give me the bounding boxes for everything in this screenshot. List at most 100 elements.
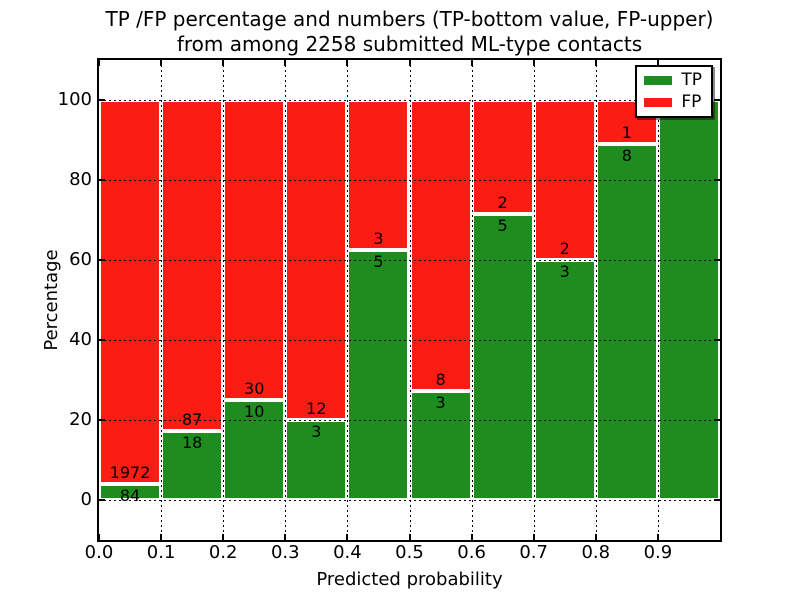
y-tick-label: 40 [69,329,92,350]
vertical-gridline [595,60,597,540]
horizontal-gridline [99,100,720,101]
fp-bar-segment [409,100,472,391]
x-tick-label: 0.4 [333,542,362,563]
y-tick-label: 0 [80,489,92,510]
y-tick-mark-right [714,99,720,101]
tp-bar-segment [595,144,658,500]
fp-bar-segment [161,100,224,432]
vertical-gridline [409,60,411,540]
legend: TP FP [635,65,713,118]
x-tick-label: 0.9 [643,542,673,563]
x-tick-label: 0.3 [270,542,300,563]
tp-count-label: 8 [621,146,632,166]
x-tick-mark-top [284,60,287,66]
fp-count-label: 87 [181,410,203,430]
y-tick-mark-left [99,99,105,101]
legend-item-fp: FP [644,94,702,111]
fp-count-label: 8 [435,369,446,389]
fp-count-label: 1972 [109,462,151,482]
fp-count-label: 2 [559,239,570,258]
x-tick-label: 0.0 [84,542,114,563]
ticks-layer [98,60,720,540]
fp-color-swatch [644,98,673,107]
bar-label-layer: 1972848718301012335832523182 [99,60,720,540]
y-tick-mark-right [714,419,720,421]
y-tick-mark-right [714,259,720,261]
fp-bar-segment [99,100,162,484]
tp-bar-segment [471,214,534,500]
tp-bar-segment [347,250,410,500]
x-tick-mark-bottom [98,534,100,540]
fp-count-label: 12 [306,399,327,418]
x-tick-label: 0.1 [146,542,176,563]
tp-bar-segment [223,400,286,500]
x-tick-mark-top [222,60,225,66]
y-tick-mark-right [714,179,720,181]
tp-count-label: 5 [497,216,508,236]
plot-area: 1972848718301012335832523182 TP FP [97,58,722,542]
horizontal-gridline [99,180,720,181]
tp-bar-segment [533,260,596,500]
x-tick-mark-bottom [408,534,411,540]
horizontal-gridline [99,420,720,421]
x-tick-mark-bottom [284,534,287,540]
y-tick-label: 100 [57,89,92,110]
x-tick-label: 0.7 [519,542,548,563]
vertical-gridline [533,60,535,540]
y-tick-label: 20 [69,409,92,430]
x-tick-mark-bottom [470,534,473,540]
fp-bar-segment [471,100,534,215]
legend-item-tp: TP [644,72,702,89]
tp-count-label: 10 [244,402,265,421]
x-axis-label: Predicted probability [316,569,503,590]
chart-title-line-1: TP /FP percentage and numbers (TP-bottom… [105,7,714,31]
y-tick-mark-left [99,499,105,501]
x-tick-mark-bottom [594,534,597,540]
x-tick-mark-top [594,60,597,66]
x-tick-label: 0.5 [395,542,424,563]
vertical-gridline [223,60,225,540]
x-tick-mark-top [470,60,473,66]
y-tick-mark-right [714,499,720,501]
vertical-gridline [657,60,659,540]
tp-bar-segment [409,390,472,500]
x-tick-mark-top [98,60,100,66]
x-tick-mark-top [532,60,535,66]
x-tick-mark-top [656,60,659,66]
fp-count-label: 3 [373,229,384,248]
x-tick-mark-top [346,60,349,66]
x-tick-mark-bottom [222,534,225,540]
tp-bar-segment [99,483,162,500]
tp-count-label: 84 [119,485,141,505]
tp-count-label: 5 [373,252,384,271]
y-tick-mark-left [99,179,105,181]
tp-color-swatch [644,76,673,85]
chart-title-line-2: from among 2258 submitted ML-type contac… [176,32,643,56]
vertical-gridline [161,60,163,540]
fp-count-label: 30 [244,379,265,398]
x-tick-mark-top [408,60,411,66]
x-tick-label: 0.8 [581,542,611,563]
tp-bar-segment [161,431,224,500]
bars-layer [99,60,720,540]
fp-count-label: 2 [497,193,508,213]
x-tick-mark-bottom [160,534,163,540]
fp-bar-segment [347,100,410,250]
tp-bar-segment [657,100,720,500]
tp-count-label: 3 [311,422,322,441]
tp-bar-segment [285,420,348,500]
y-tick-label: 80 [69,169,92,190]
horizontal-gridline [99,260,720,261]
vertical-gridline [285,60,287,540]
tp-count-label: 18 [181,433,203,453]
legend-label-fp: FP [681,92,702,112]
x-tick-mark-bottom [532,534,535,540]
y-tick-mark-left [99,419,105,421]
vertical-gridline [347,60,349,540]
x-tick-mark-bottom [346,534,349,540]
horizontal-gridline [99,500,720,501]
fp-bar-segment [223,100,286,400]
legend-label-tp: TP [681,70,702,90]
y-tick-mark-left [99,339,105,341]
